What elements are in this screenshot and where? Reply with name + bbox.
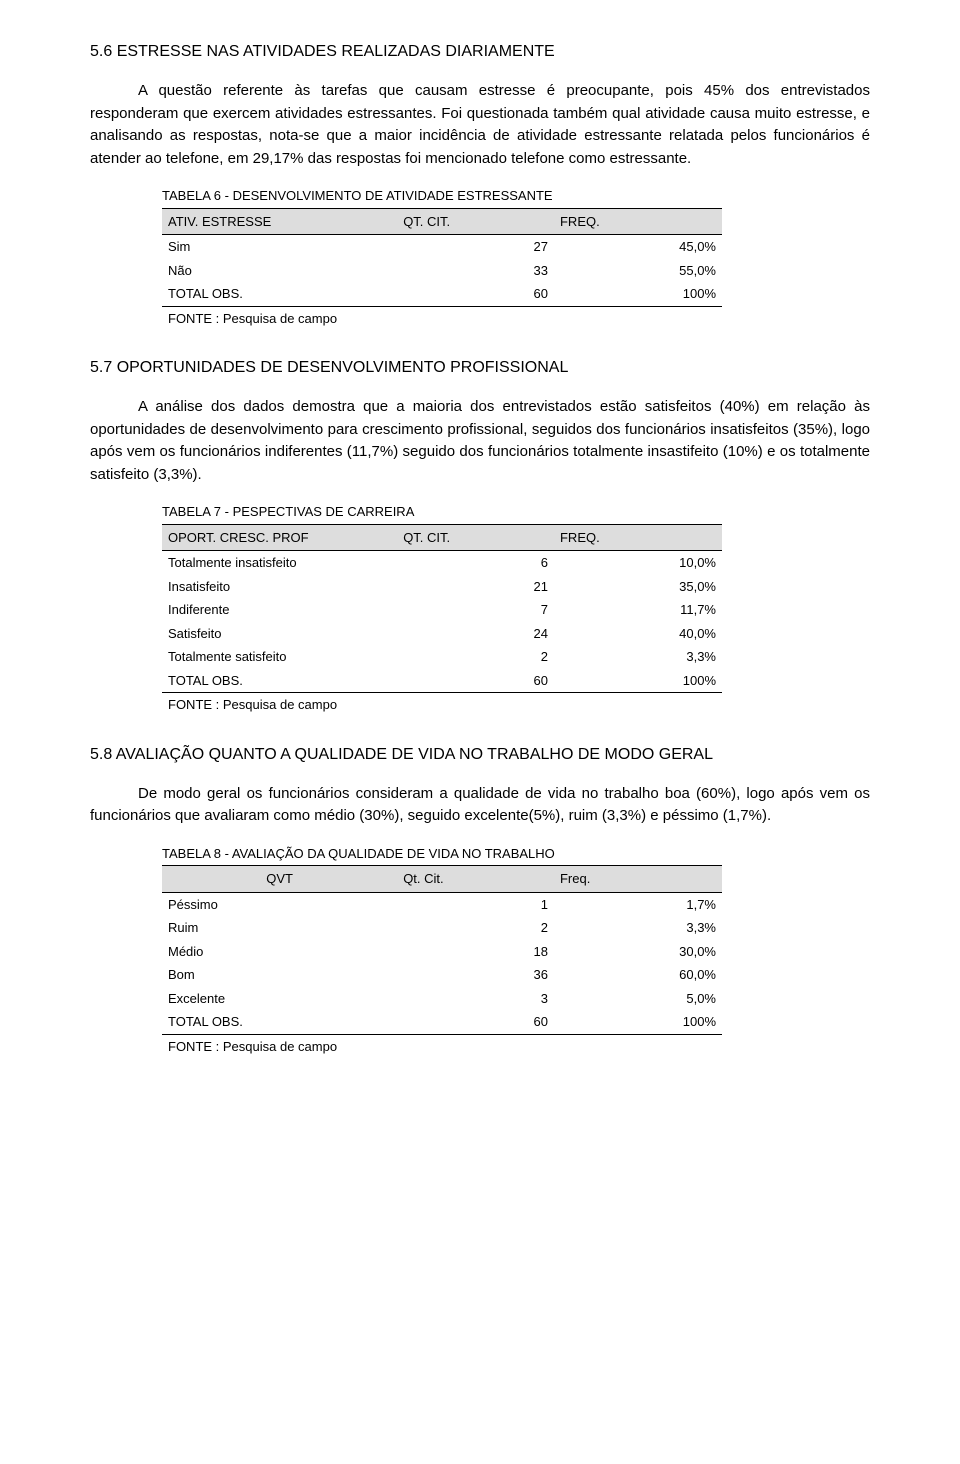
row-freq: 35,0% (554, 575, 722, 599)
row-qt: 24 (397, 622, 554, 646)
row-qt: 18 (397, 940, 554, 964)
table-source: FONTE : Pesquisa de campo (162, 1037, 722, 1057)
table-row: Bom 36 60,0% (162, 963, 722, 987)
table-title: TABELA 6 - DESENVOLVIMENTO DE ATIVIDADE … (162, 186, 722, 206)
total-qt: 60 (397, 1010, 554, 1034)
table-row: Péssimo 1 1,7% (162, 892, 722, 916)
row-label: Não (162, 259, 397, 283)
row-freq: 55,0% (554, 259, 722, 283)
table-row: Ruim 2 3,3% (162, 916, 722, 940)
section-5-7: 5.7 OPORTUNIDADES DE DESENVOLVIMENTO PRO… (90, 356, 870, 715)
table-total-row: TOTAL OBS. 60 100% (162, 669, 722, 693)
table-6: TABELA 6 - DESENVOLVIMENTO DE ATIVIDADE … (162, 186, 722, 328)
header-qt: Qt. Cit. (397, 866, 554, 893)
row-freq: 45,0% (554, 235, 722, 259)
table-header-row: QVT Qt. Cit. Freq. (162, 866, 722, 893)
total-freq: 100% (554, 1010, 722, 1034)
section-heading: 5.7 OPORTUNIDADES DE DESENVOLVIMENTO PRO… (90, 356, 870, 380)
section-paragraph: A análise dos dados demostra que a maior… (90, 396, 870, 486)
row-freq: 5,0% (554, 987, 722, 1011)
section-5-6: 5.6 ESTRESSE NAS ATIVIDADES REALIZADAS D… (90, 40, 870, 328)
row-label: Totalmente satisfeito (162, 645, 397, 669)
table-total-row: TOTAL OBS. 60 100% (162, 282, 722, 306)
section-heading: 5.8 AVALIAÇÃO QUANTO A QUALIDADE DE VIDA… (90, 743, 870, 767)
data-table: ATIV. ESTRESSE QT. CIT. FREQ. Sim 27 45,… (162, 208, 722, 307)
row-qt: 7 (397, 598, 554, 622)
row-freq: 40,0% (554, 622, 722, 646)
table-total-row: TOTAL OBS. 60 100% (162, 1010, 722, 1034)
row-qt: 2 (397, 916, 554, 940)
row-qt: 3 (397, 987, 554, 1011)
header-freq: FREQ. (554, 208, 722, 235)
total-qt: 60 (397, 669, 554, 693)
table-source: FONTE : Pesquisa de campo (162, 309, 722, 329)
total-label: TOTAL OBS. (162, 1010, 397, 1034)
table-row: Totalmente satisfeito 2 3,3% (162, 645, 722, 669)
table-row: Excelente 3 5,0% (162, 987, 722, 1011)
row-qt: 27 (397, 235, 554, 259)
section-paragraph: A questão referente às tarefas que causa… (90, 80, 870, 170)
row-label: Excelente (162, 987, 397, 1011)
table-source: FONTE : Pesquisa de campo (162, 695, 722, 715)
table-row: Totalmente insatisfeito 6 10,0% (162, 551, 722, 575)
row-label: Insatisfeito (162, 575, 397, 599)
table-7: TABELA 7 - PESPECTIVAS DE CARREIRA OPORT… (162, 502, 722, 715)
header-label: ATIV. ESTRESSE (162, 208, 397, 235)
header-label: OPORT. CRESC. PROF (162, 524, 397, 551)
data-table: OPORT. CRESC. PROF QT. CIT. FREQ. Totalm… (162, 524, 722, 694)
data-table: QVT Qt. Cit. Freq. Péssimo 1 1,7% Ruim 2… (162, 865, 722, 1035)
table-title: TABELA 7 - PESPECTIVAS DE CARREIRA (162, 502, 722, 522)
section-paragraph: De modo geral os funcionários consideram… (90, 783, 870, 828)
table-row: Indiferente 7 11,7% (162, 598, 722, 622)
row-freq: 11,7% (554, 598, 722, 622)
total-label: TOTAL OBS. (162, 669, 397, 693)
row-qt: 1 (397, 892, 554, 916)
row-freq: 1,7% (554, 892, 722, 916)
table-row: Médio 18 30,0% (162, 940, 722, 964)
header-qt: QT. CIT. (397, 524, 554, 551)
total-freq: 100% (554, 669, 722, 693)
table-row: Insatisfeito 21 35,0% (162, 575, 722, 599)
header-freq: FREQ. (554, 524, 722, 551)
row-label: Péssimo (162, 892, 397, 916)
row-label: Satisfeito (162, 622, 397, 646)
row-qt: 33 (397, 259, 554, 283)
row-qt: 21 (397, 575, 554, 599)
table-header-row: ATIV. ESTRESSE QT. CIT. FREQ. (162, 208, 722, 235)
table-row: Sim 27 45,0% (162, 235, 722, 259)
row-freq: 30,0% (554, 940, 722, 964)
table-header-row: OPORT. CRESC. PROF QT. CIT. FREQ. (162, 524, 722, 551)
row-label: Sim (162, 235, 397, 259)
row-label: Indiferente (162, 598, 397, 622)
row-qt: 2 (397, 645, 554, 669)
header-label: QVT (162, 866, 397, 893)
total-freq: 100% (554, 282, 722, 306)
table-8: TABELA 8 - AVALIAÇÃO DA QUALIDADE DE VID… (162, 844, 722, 1057)
row-qt: 6 (397, 551, 554, 575)
row-qt: 36 (397, 963, 554, 987)
header-qt: QT. CIT. (397, 208, 554, 235)
row-freq: 3,3% (554, 645, 722, 669)
row-freq: 3,3% (554, 916, 722, 940)
total-qt: 60 (397, 282, 554, 306)
row-label: Totalmente insatisfeito (162, 551, 397, 575)
row-label: Ruim (162, 916, 397, 940)
table-title: TABELA 8 - AVALIAÇÃO DA QUALIDADE DE VID… (162, 844, 722, 864)
header-freq: Freq. (554, 866, 722, 893)
table-row: Não 33 55,0% (162, 259, 722, 283)
row-freq: 10,0% (554, 551, 722, 575)
section-5-8: 5.8 AVALIAÇÃO QUANTO A QUALIDADE DE VIDA… (90, 743, 870, 1057)
section-heading: 5.6 ESTRESSE NAS ATIVIDADES REALIZADAS D… (90, 40, 870, 64)
table-row: Satisfeito 24 40,0% (162, 622, 722, 646)
row-freq: 60,0% (554, 963, 722, 987)
row-label: Bom (162, 963, 397, 987)
total-label: TOTAL OBS. (162, 282, 397, 306)
row-label: Médio (162, 940, 397, 964)
